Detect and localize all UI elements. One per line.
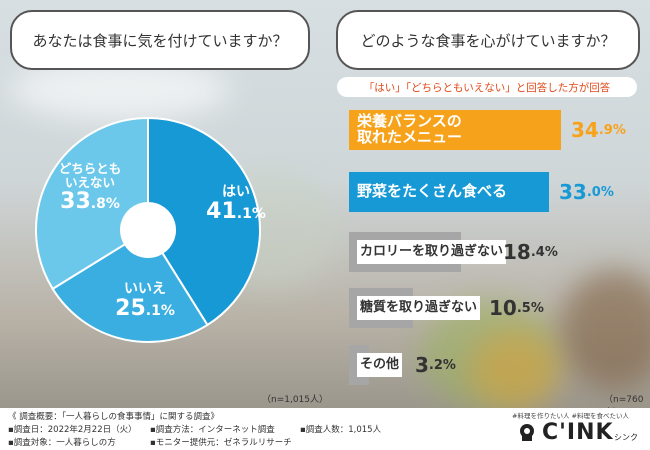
right-question-text: どのような食事を心がけていますか？ — [360, 31, 616, 50]
bar-value: 18.4% — [503, 232, 558, 272]
survey-date: ▪調査日：2022年2月22日（火） — [8, 425, 137, 435]
left-question-card: あなたは食事に気を付けていますか？ — [10, 10, 310, 70]
bar-label: カロリーを取り過ぎない — [357, 240, 507, 264]
respondent-note: 「はい」「どちらともいえない」と回答した方が回答 — [337, 77, 637, 97]
right-question-card: どのような食事を心がけていますか？ — [336, 10, 640, 70]
background-blur — [560, 270, 650, 390]
pie-chart — [35, 116, 261, 343]
pie-value-hai: 41 — [206, 199, 237, 225]
logo-name: C'INK — [542, 420, 614, 445]
bar-value-decimal: .4% — [530, 244, 558, 260]
pie-category-iie: いいえ — [124, 281, 166, 297]
bar-value-integer: 10 — [489, 296, 517, 320]
pie-value-decimal-hai: .1% — [236, 206, 266, 223]
logo-tagline: #料理を作りたい人 #料理を食べたい人 — [512, 412, 629, 420]
cink-logo: #料理を作りたい人 #料理を食べたい人 C'INK シンク — [512, 410, 642, 448]
bar-value-integer: 18 — [503, 240, 531, 264]
pie-value-decimal-dochira: .8% — [90, 195, 120, 212]
survey-footer: 《 調査概要：「一人暮らしの食事事情」に関する調査》 ▪調査日：2022年2月2… — [0, 408, 650, 450]
background-blur — [10, 60, 230, 120]
background-blur — [470, 330, 560, 410]
survey-title: 《 調査概要：「一人暮らしの食事事情」に関する調査》 — [8, 412, 219, 422]
bar-label: その他 — [357, 353, 403, 377]
pie-value-iie: 25 — [115, 296, 146, 322]
survey-method: ▪調査方法：インターネット調査 — [150, 425, 275, 435]
bar-label: 栄養バランスの 取れたメニュー — [357, 112, 463, 146]
bar-row: その他 3.2% — [349, 345, 639, 385]
pie-value-dochira: 33 — [60, 188, 91, 214]
bar-value-integer: 33 — [559, 180, 587, 204]
bar-value: 33.0% — [559, 172, 614, 212]
pie-center-hole — [121, 203, 175, 257]
bar-value-integer: 34 — [571, 118, 599, 142]
bar-value-decimal: .5% — [516, 300, 544, 316]
survey-provider: ▪モニター提供元：ゼネラルリサーチ — [150, 438, 292, 448]
pie-category-dochira: どちらとも いえない — [58, 161, 122, 190]
bar-label: 野菜をたくさん食べる — [357, 182, 508, 201]
bar-value-decimal: .2% — [428, 357, 456, 373]
bar-value-decimal: .9% — [598, 122, 626, 138]
pie-category-hai: はい — [222, 184, 250, 200]
bar-fill — [349, 110, 561, 150]
pie-value-decimal-iie: .1% — [145, 303, 175, 320]
pie-label-iie: いいえ 25.1% — [100, 281, 190, 322]
bar-fill — [349, 172, 549, 212]
bar-value: 10.5% — [489, 288, 544, 328]
bar-value-decimal: .0% — [586, 184, 614, 200]
bar-row: 野菜をたくさん食べる 33.0% — [349, 172, 639, 212]
bar-row: カロリーを取り過ぎない 18.4% — [349, 232, 639, 272]
survey-target: ▪調査対象：一人暮らしの方 — [8, 438, 116, 448]
survey-count: ▪調査人数：1,015人 — [300, 425, 382, 435]
bar-row: 栄養バランスの 取れたメニュー 34.9% — [349, 110, 639, 150]
bar-value: 3.2% — [415, 345, 456, 385]
pie-label-dochira: どちらとも いえない 33.8% — [40, 162, 140, 214]
bar-value: 34.9% — [571, 110, 626, 150]
logo-subname: シンク — [614, 433, 638, 442]
bar-row: 糖質を取り過ぎない 10.5% — [349, 288, 639, 328]
left-question-text: あなたは食事に気を付けていますか？ — [32, 31, 288, 50]
chef-hat-icon — [520, 424, 534, 441]
bar-value-integer: 3 — [415, 353, 429, 377]
pie-label-hai: はい 41.1% — [196, 184, 276, 225]
bar-label: 糖質を取り過ぎない — [357, 296, 481, 320]
left-sample-size: （n=1,015人） — [262, 395, 329, 405]
